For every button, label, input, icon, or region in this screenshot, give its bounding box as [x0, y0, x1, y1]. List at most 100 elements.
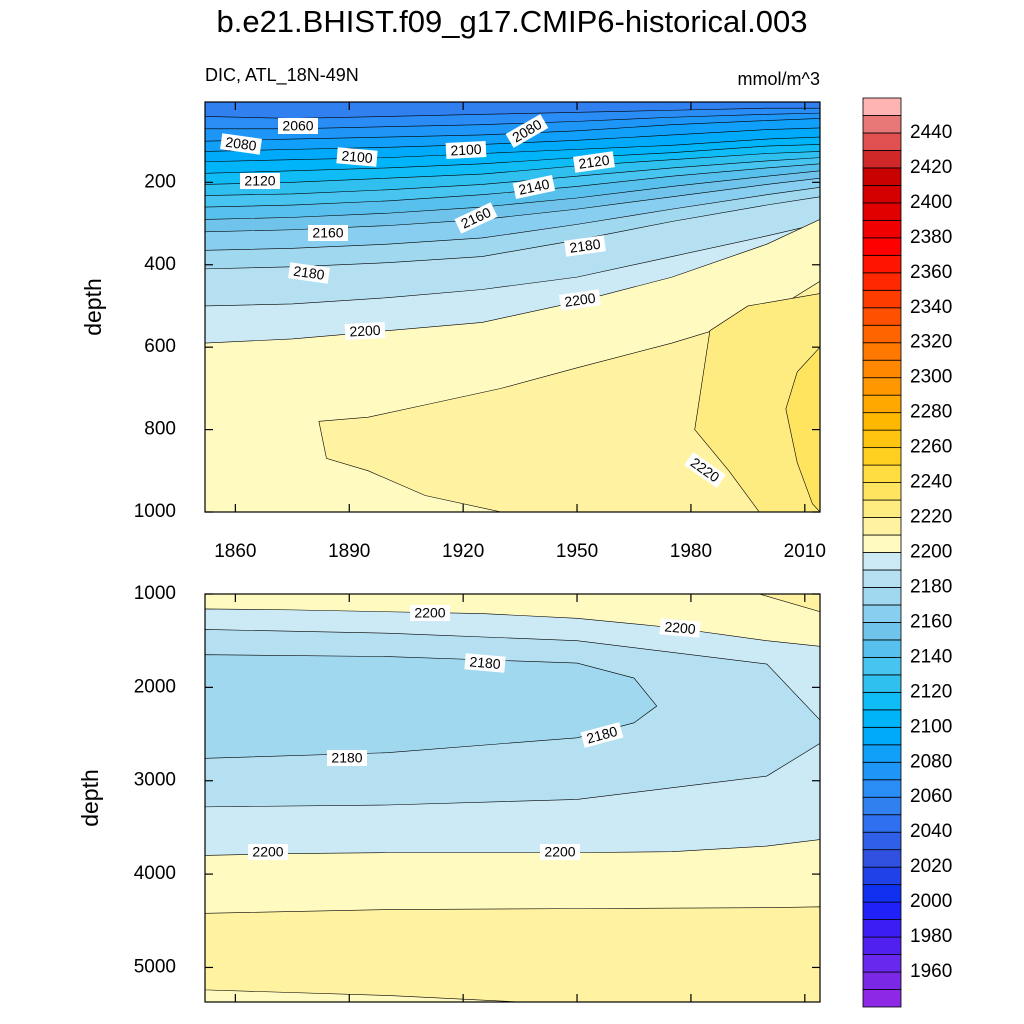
colorbar-box [862, 272, 902, 291]
contour-label: 2180 [585, 723, 619, 747]
contour-label: 2140 [517, 176, 551, 198]
contour-label-box [278, 118, 318, 134]
colorbar-label: 2080 [910, 751, 952, 772]
contour-label-group: 2120 [573, 151, 615, 173]
contour-label-box [580, 722, 624, 748]
colorbar-box [862, 534, 902, 553]
plot-area [205, 594, 820, 1002]
colorbar-box [862, 412, 902, 431]
colorbar-label: 2060 [910, 786, 952, 807]
contour-label-box [564, 235, 606, 257]
colorbar-box [862, 604, 902, 623]
colorbar-box [862, 761, 902, 781]
colorbar-label: 2260 [910, 437, 952, 458]
contour-label: 2200 [664, 618, 697, 637]
colorbar-box [862, 254, 902, 274]
colorbar-label: 2300 [910, 367, 952, 388]
contour-line [205, 151, 820, 185]
contour-label-group: 2180 [288, 262, 330, 284]
contour-label-group: 2120 [240, 173, 280, 189]
contour-label: 2160 [312, 225, 343, 241]
colorbar-label: 2160 [910, 611, 952, 632]
colorbar-box [862, 150, 902, 169]
contour-label-group: 2140 [512, 175, 556, 199]
colorbar-box [862, 185, 902, 204]
colorbar-box [862, 202, 902, 221]
y-tick-label: 200 [144, 171, 176, 192]
contour-label-group: 2180 [564, 235, 606, 257]
colorbar-box [862, 552, 902, 571]
colorbar-box [862, 115, 902, 134]
x-tick-label: 1920 [442, 541, 484, 562]
contour-label: 2100 [450, 141, 482, 159]
colorbar-box [862, 831, 902, 851]
colorbar-box [862, 866, 902, 886]
colorbar-box [862, 237, 902, 256]
colorbar-box [862, 744, 902, 763]
contour-label: 2080 [225, 134, 258, 154]
colorbar-label: 2220 [910, 507, 952, 528]
contour-label-box [240, 173, 280, 189]
contour-label-box [505, 114, 549, 148]
colorbar-box [862, 219, 902, 239]
colorbar-label: 2380 [910, 227, 952, 248]
colorbar-box [862, 796, 902, 816]
colorbar-label: 2420 [910, 157, 952, 178]
y-tick-label: 5000 [134, 956, 176, 977]
contour-line [205, 906, 820, 1002]
contour-label-box [464, 653, 506, 673]
contour-label-box [248, 844, 288, 860]
colorbar-label: 1980 [910, 926, 952, 947]
chart-title: b.e21.BHIST.f09_g17.CMIP6-historical.003 [216, 4, 807, 39]
colorbar-box [862, 726, 902, 746]
colorbar-box [862, 447, 902, 466]
colorbar-label: 2000 [910, 891, 952, 912]
contour-line [205, 127, 820, 152]
contour-label-group: 2180 [464, 653, 506, 673]
colorbar-label: 2440 [910, 122, 952, 143]
colorbar-box [862, 359, 902, 379]
colorbar-box [862, 691, 902, 711]
contour-label-box [512, 175, 556, 199]
contour-label-group: 2200 [540, 844, 580, 860]
contour-label: 2180 [469, 653, 502, 672]
contour-label-box [684, 451, 726, 489]
contour-fill [785, 347, 820, 512]
y-tick-label: 4000 [134, 863, 176, 884]
contour-label-group: 2200 [410, 605, 450, 621]
colorbar-label: 2120 [910, 681, 952, 702]
contour-label-group: 2080 [220, 133, 262, 155]
colorbar-label: 2200 [910, 542, 952, 563]
contour-line [205, 144, 820, 174]
contour-label-group: 2180 [327, 750, 367, 766]
colorbar-box [862, 132, 902, 151]
y-tick-label: 3000 [134, 770, 176, 791]
subtitle-right: mmol/m^3 [738, 69, 820, 89]
colorbar-box [862, 429, 902, 449]
x-tick-label: 1890 [328, 541, 370, 562]
colorbar-box [862, 849, 902, 868]
colorbar-label: 2140 [910, 646, 952, 667]
contour-label: 2200 [252, 844, 283, 860]
colorbar-label: 2020 [910, 856, 952, 877]
contour-line [205, 186, 820, 251]
colorbar-box [862, 464, 902, 483]
contour-line [694, 293, 820, 512]
contour-label: 2120 [577, 152, 610, 172]
y-tick-label: 1000 [134, 583, 176, 604]
colorbar-box [862, 324, 902, 344]
contour-label-group: 2200 [559, 289, 601, 311]
contour-label-group: 2100 [336, 147, 378, 167]
colorbar-label: 2340 [910, 297, 952, 318]
colorbar-label: 2180 [910, 576, 952, 597]
contour-label-box [288, 262, 330, 284]
contour-fill [694, 293, 820, 512]
y-tick-label: 2000 [134, 676, 176, 697]
colorbar-box [862, 342, 902, 361]
contour-label-group: 2200 [248, 844, 288, 860]
contour-label: 2120 [244, 173, 275, 189]
x-tick-label: 2010 [784, 541, 826, 562]
colorbar-box [862, 377, 902, 396]
contour-label-box [327, 750, 367, 766]
